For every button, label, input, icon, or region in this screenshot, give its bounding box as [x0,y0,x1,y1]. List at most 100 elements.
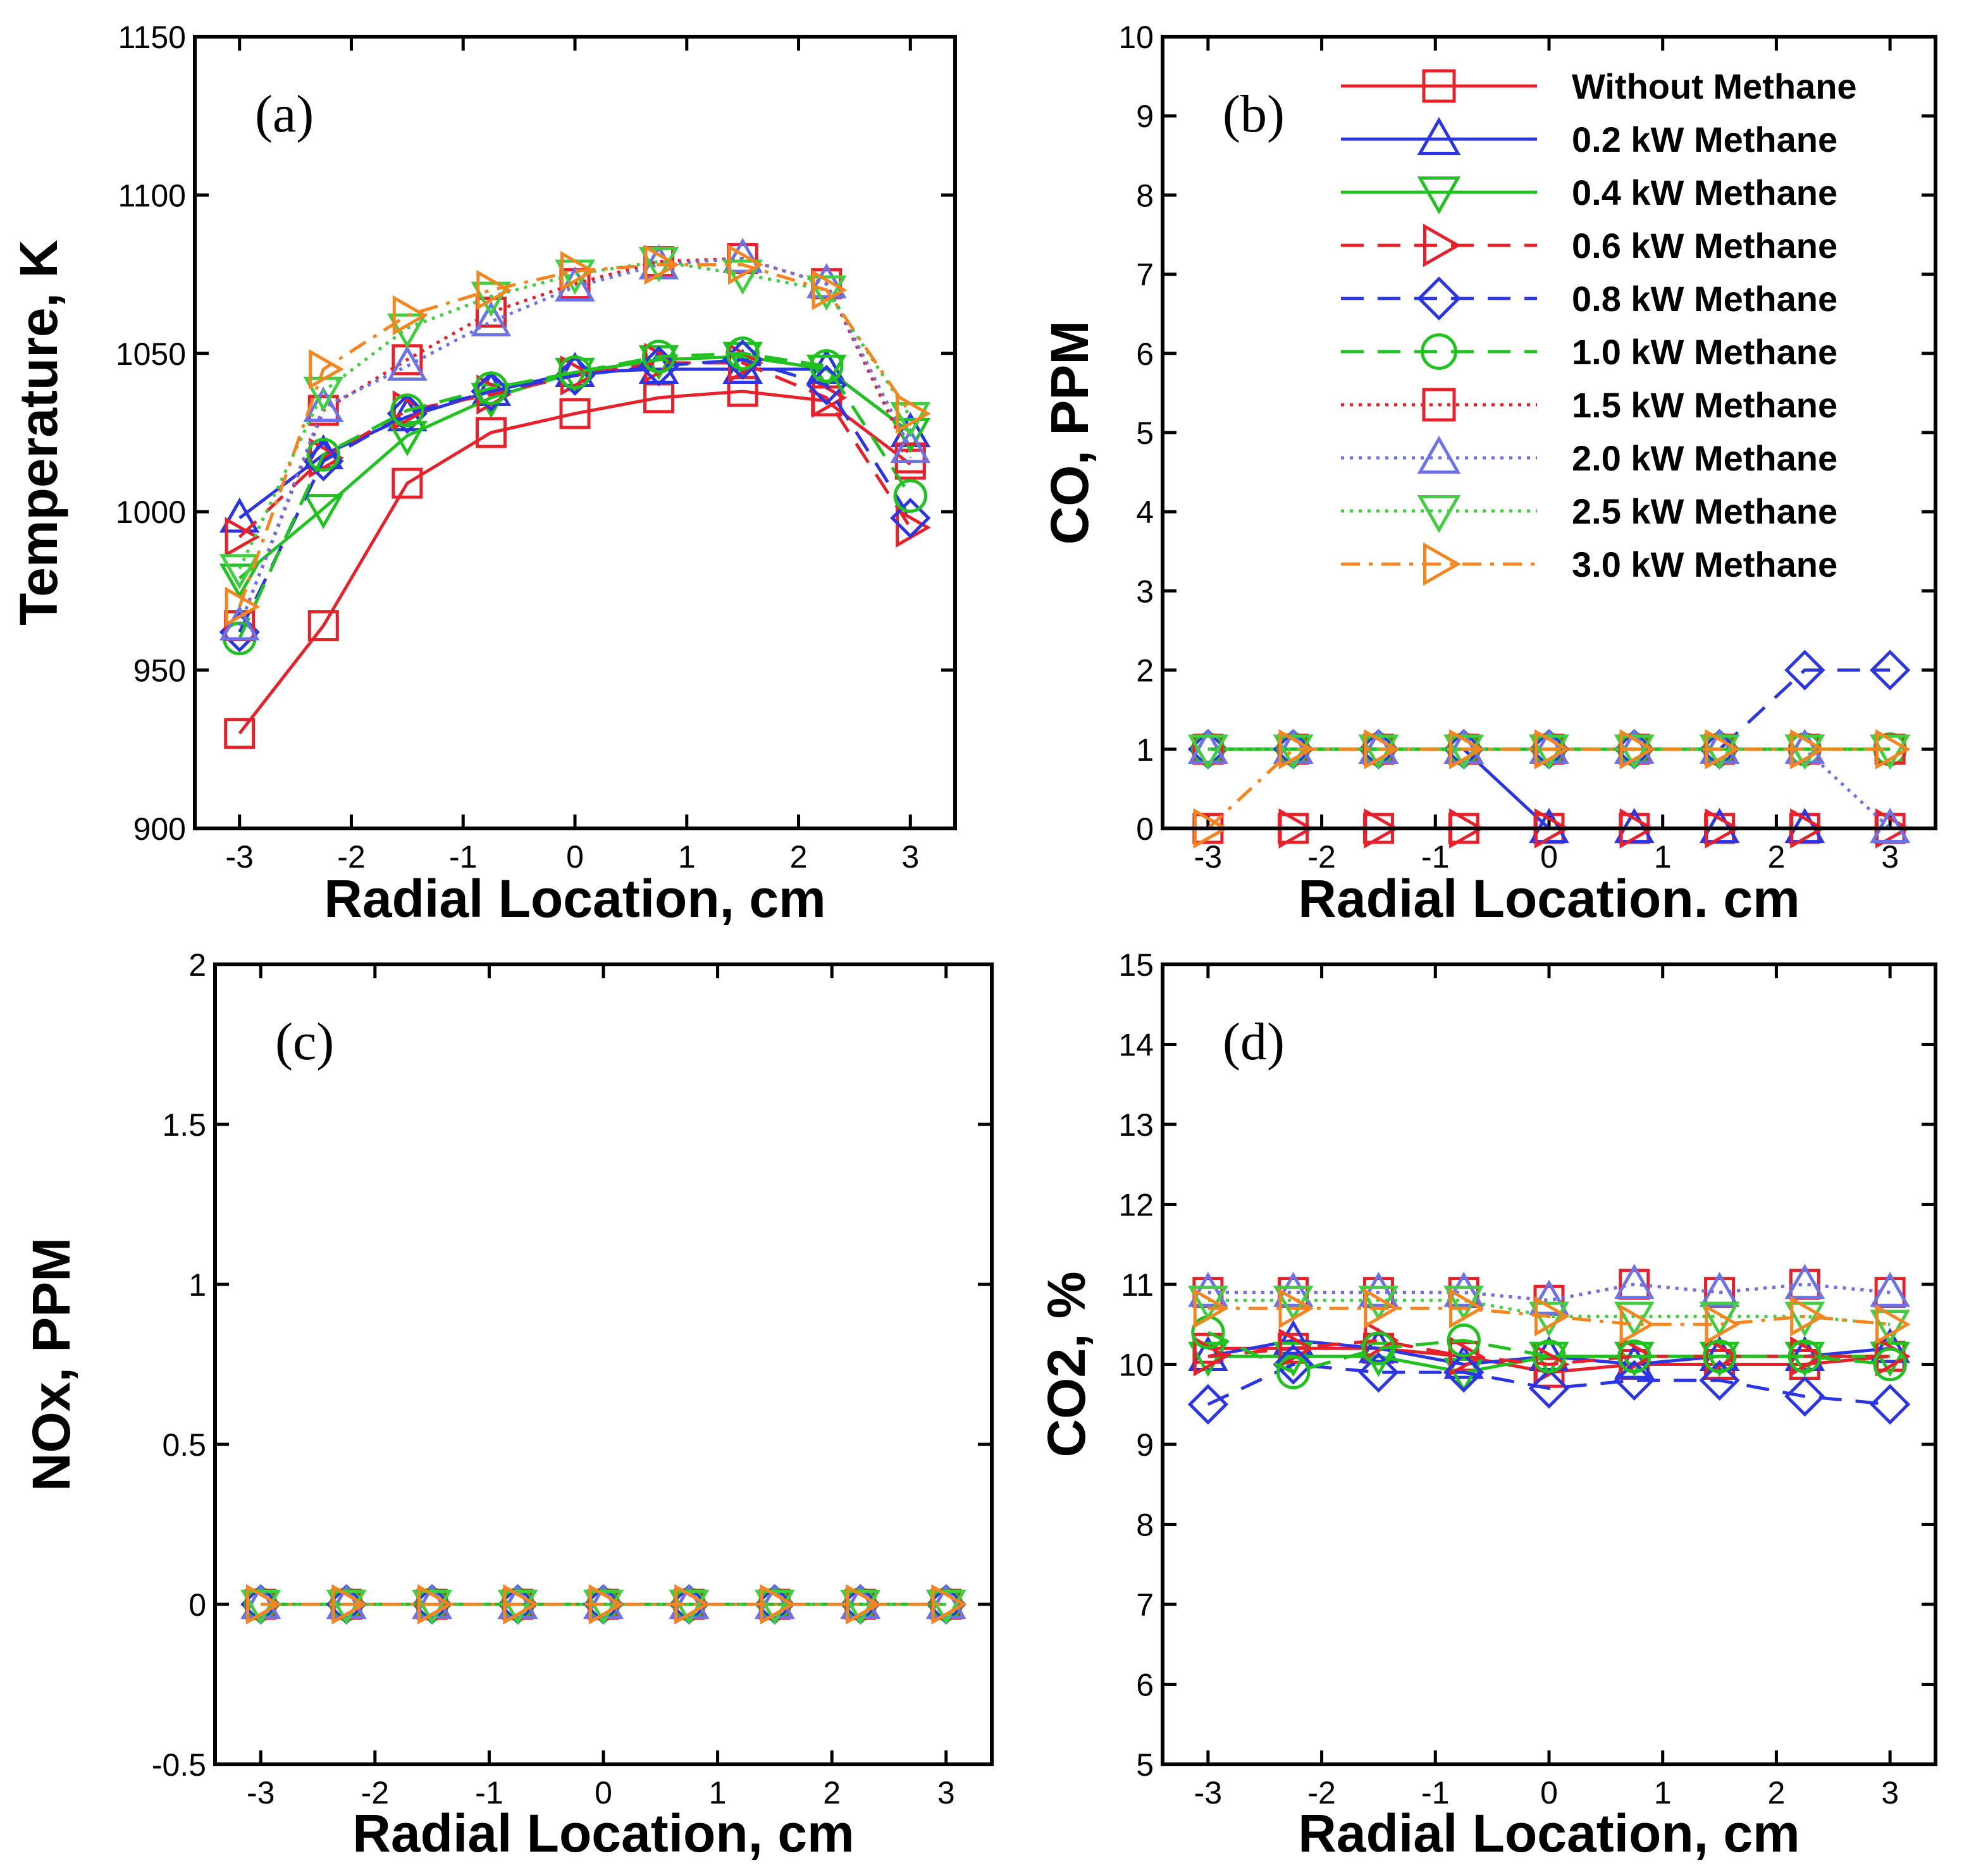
legend-item: 0.6 kW Methane [1341,223,1837,267]
x-tick-label: 1 [678,839,696,875]
series-line [238,355,911,580]
legend-item: 1.5 kW Methane [1341,385,1837,425]
series-2-0-kw-methane [1188,1263,1910,1315]
x-tick-label: 1 [1654,839,1672,875]
data-point [1870,808,1910,844]
legend-marker [1421,333,1457,370]
data-point [583,1583,624,1620]
data-point [1699,728,1740,764]
data-point [1699,1272,1740,1307]
y-tick-label: 7 [1136,257,1154,293]
x-tick-label: -3 [1194,1775,1222,1810]
y-tick-label: 9 [1136,1427,1154,1463]
panel-c-y-axis-title: NOx, PPM [22,1238,81,1491]
data-point [417,1584,453,1625]
data-point [1443,734,1485,770]
data-point [307,610,339,641]
data-point [806,364,847,406]
data-point [1869,649,1911,691]
y-tick-label: 1100 [118,178,186,213]
data-point [1534,1296,1570,1337]
data-point [387,421,428,457]
data-point [1193,1288,1229,1329]
legend-item: 2.0 kW Methane [1341,435,1837,478]
series-line [238,260,912,570]
y-tick-label: 1 [188,1267,206,1303]
data-point [225,517,261,558]
y-tick-label: 10 [1118,1348,1154,1383]
y-tick-label: 10 [1118,20,1154,55]
data-point [890,412,931,448]
legend-item: Without Methane [1341,66,1857,106]
legend-label: 1.0 kW Methane [1572,332,1837,372]
data-point [331,1584,367,1625]
legend-item: 2.5 kW Methane [1341,491,1837,534]
data-point [219,563,260,599]
data-point [1276,1355,1311,1389]
data-point [1870,1272,1910,1307]
y-tick-label: 4 [1136,495,1154,530]
data-point [1784,1341,1825,1377]
data-point [1358,1272,1399,1307]
data-point [303,494,344,529]
y-tick-label: 900 [133,811,186,847]
x-tick-label: -1 [449,839,477,875]
data-point [392,467,423,499]
data-point [806,275,847,311]
data-point [669,1583,710,1620]
data-point [1443,1272,1485,1307]
y-tick-label: 9 [1136,99,1154,134]
data-point [303,440,344,482]
y-tick-label: 13 [1118,1107,1154,1143]
legend-marker [1417,276,1461,321]
data-point [644,244,680,285]
data-point [1619,1304,1655,1345]
x-tick-label: 2 [1768,839,1786,875]
y-tick-label: 6 [1136,1668,1154,1703]
data-point [1614,728,1655,764]
series-line [1207,747,1891,830]
x-tick-label: -2 [1307,839,1335,875]
data-point [806,263,847,298]
panel-a: -3 -2 -1 0 1 2 3 900 950 1000 1050 1100 1150 (a) Rad… [9,20,957,928]
data-point [1358,1352,1399,1393]
series-line [1207,1339,1891,1367]
panel-c-x-axis-title: Radial Location, cm [352,1804,855,1863]
data-point [1699,808,1740,844]
data-point [1619,728,1655,770]
data-point [890,498,931,539]
legend-label: 2.0 kW Methane [1572,438,1837,478]
legend-marker [1423,223,1462,267]
x-tick-label: 1 [1654,1775,1672,1810]
y-tick-label: 0.5 [162,1427,206,1463]
data-point [1273,734,1314,770]
x-tick-label: -2 [337,839,365,875]
data-point [1443,1352,1485,1393]
data-point [588,1584,624,1625]
panel-a-x-axis-title: Radial Location, cm [324,869,826,928]
data-point [1784,1375,1825,1417]
data-point [641,340,676,374]
series-line [238,257,912,627]
data-point [219,612,260,653]
y-tick-label: 8 [1136,1508,1154,1543]
y-tick-label: 1050 [116,336,186,372]
data-point [240,1589,281,1625]
y-tick-label: 1 [1136,732,1154,768]
panel-d-frame [1161,962,1937,1766]
data-point [1875,728,1911,770]
panel-c-frame [213,962,994,1766]
data-point [1699,1336,1740,1371]
data-point [1273,1320,1314,1355]
data-point [559,398,591,429]
data-point [1529,734,1569,770]
y-tick-label: 12 [1118,1188,1154,1223]
x-tick-label: 2 [790,839,808,875]
data-point [1614,1263,1655,1300]
data-point [1278,1288,1314,1329]
panel-c-label: (c) [275,1012,334,1071]
data-point [471,371,512,412]
legend-marker [1423,542,1462,586]
legend-label: 2.5 kW Methane [1572,491,1837,531]
